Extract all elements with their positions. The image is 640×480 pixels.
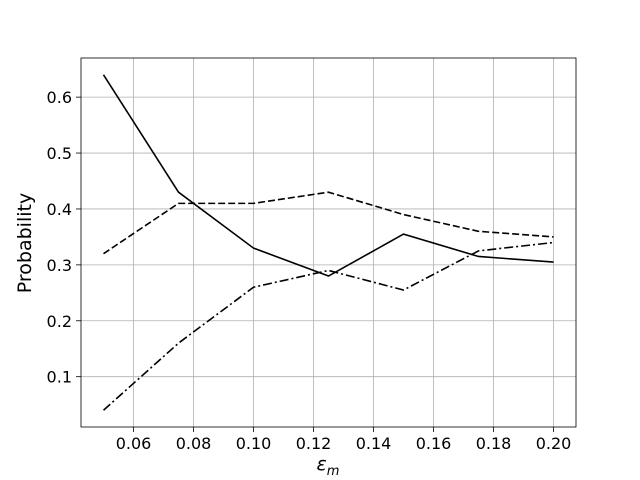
x-tick-label: 0.12: [296, 434, 332, 453]
y-tick-label: 0.1: [47, 368, 72, 387]
x-tick-label: 0.14: [356, 434, 392, 453]
y-tick-label: 0.5: [47, 144, 72, 163]
x-tick-label: 0.20: [536, 434, 572, 453]
x-label-subscript: m: [327, 464, 340, 479]
x-axis-label: εm: [317, 453, 340, 479]
y-tick-label: 0.4: [47, 200, 72, 219]
x-tick-label: 0.08: [176, 434, 212, 453]
line-series: [102, 74, 554, 277]
x-tick-label: 0.16: [416, 434, 452, 453]
y-tick-label: 0.2: [47, 312, 72, 331]
y-axis-label: Probability: [14, 193, 36, 293]
plot-frame: [80, 57, 577, 428]
x-tick-label: 0.18: [476, 434, 512, 453]
y-tick-label: 0.3: [47, 256, 72, 275]
x-label-symbol: ε: [317, 453, 327, 475]
line-series: [103, 191, 554, 255]
y-tick-label: 0.6: [47, 88, 72, 107]
line-series: [102, 241, 554, 411]
x-tick-label: 0.06: [116, 434, 152, 453]
x-tick-label: 0.10: [236, 434, 272, 453]
